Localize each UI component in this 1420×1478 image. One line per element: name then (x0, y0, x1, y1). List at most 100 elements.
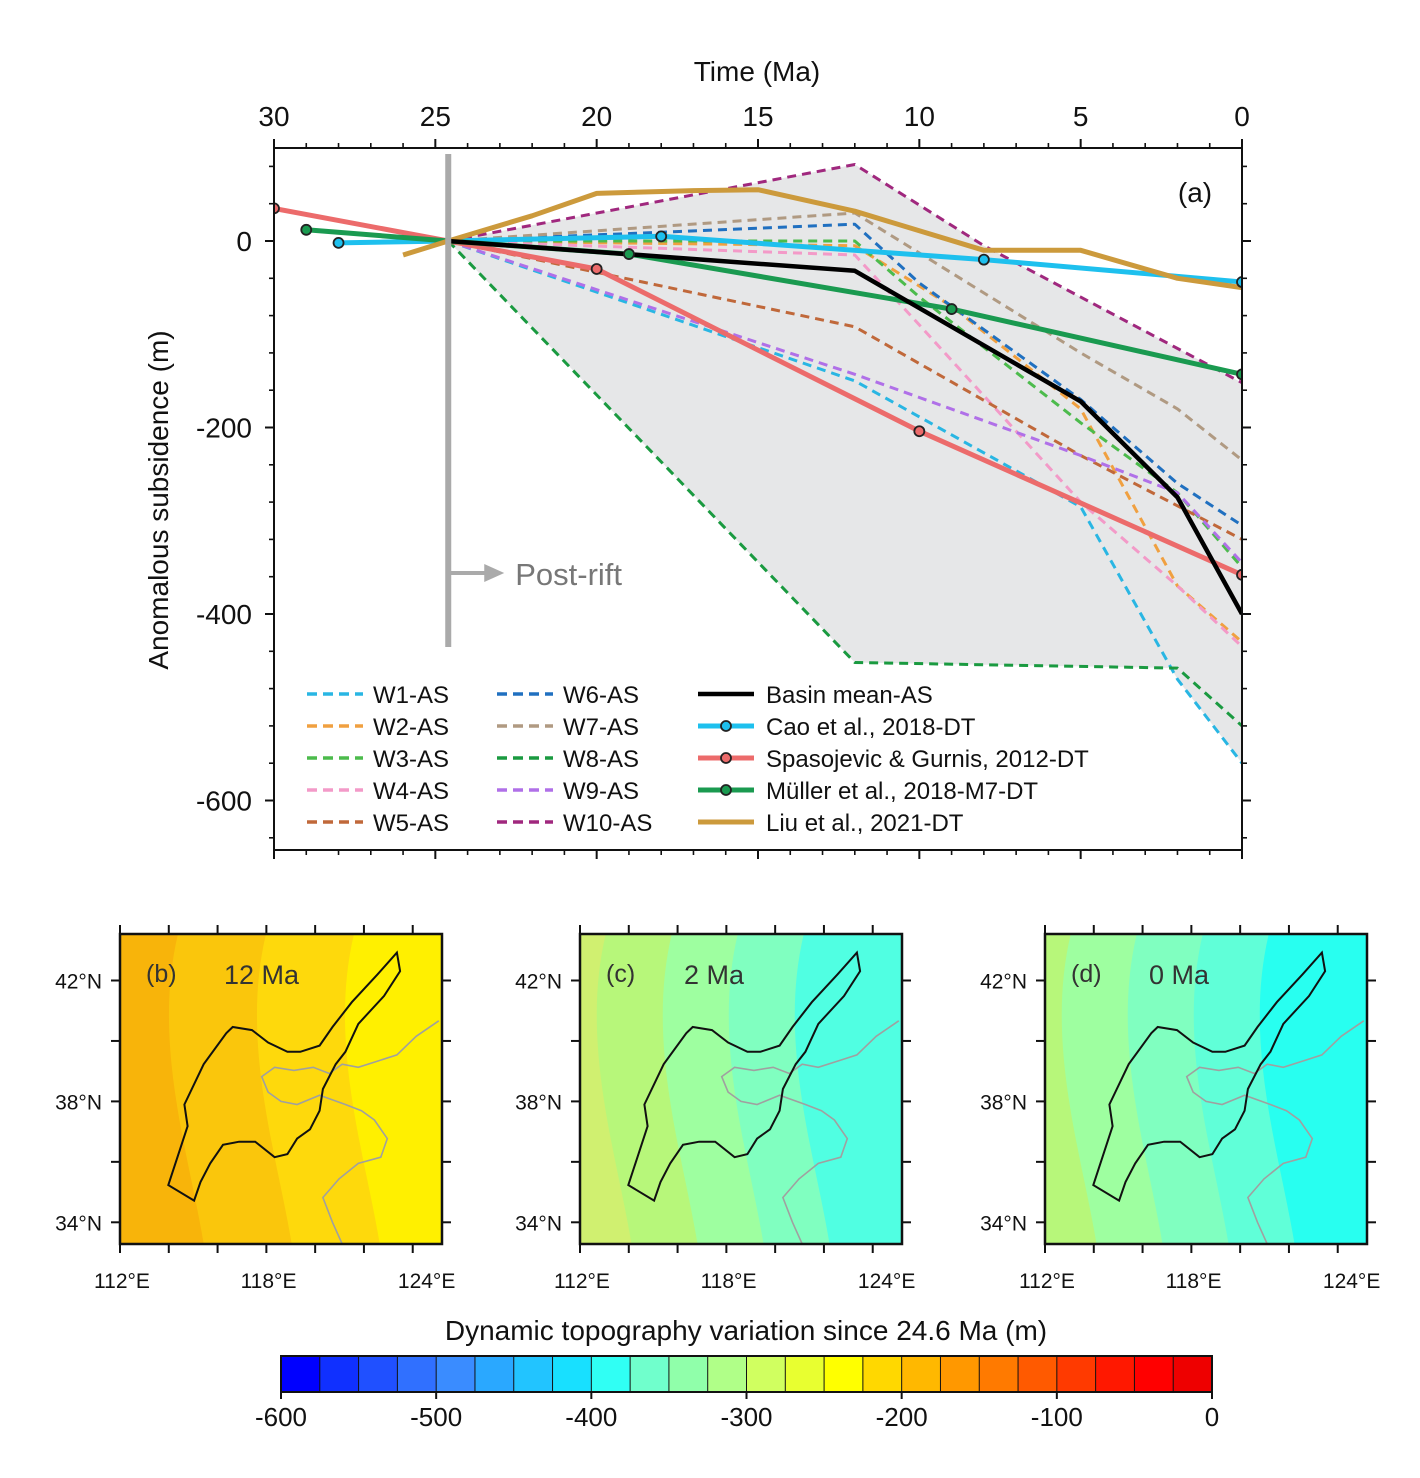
colorbar-swatch (901, 1356, 941, 1392)
colorbar-swatch (824, 1356, 864, 1392)
map-lon-label: 118°E (1166, 1270, 1222, 1293)
data-point-spasojevic-gurnis-2012-dt (1236, 568, 1242, 581)
map-field (580, 934, 902, 1244)
colorbar-swatch (1095, 1356, 1135, 1392)
colorbar-swatch (1018, 1356, 1058, 1392)
map-lon-label: 118°E (701, 1270, 757, 1293)
map-frame (578, 932, 904, 1246)
map-lon-label: 112°E (94, 1270, 150, 1293)
legend-label-w3-as: W3-AS (373, 746, 449, 773)
colorbar-tick-label: -300 (720, 1402, 772, 1432)
basin-outline (167, 950, 402, 1203)
series-line-liu-et-al-2021-dt (402, 187, 1242, 291)
panel-a: Time (Ma) Anomalous subsidence (m) 30 25 2… (143, 56, 1251, 859)
colorbar-swatch (746, 1356, 786, 1392)
legend-label-w8-as: W8-AS (563, 746, 639, 773)
x-tick-label: 15 (742, 101, 773, 132)
colorbar-swatch (281, 1356, 321, 1392)
data-point-m-ller-et-al-2018-m7-dt (623, 248, 635, 260)
series-layer (274, 163, 1242, 765)
legend-label-basin-mean-as: Basin mean-AS (766, 682, 933, 709)
data-point-cao-et-al-2018-dt (977, 253, 990, 266)
legend-label-w4-as: W4-AS (373, 778, 449, 805)
map-panel-d: 42°N 38°N 34°N 112°E 118°E 124°E (d) 0 Ma (980, 925, 1380, 1293)
map-lon-label: 124°E (398, 1270, 455, 1293)
legend-label-liu-et-al-2021-dt: Liu et al., 2021-DT (766, 810, 964, 837)
x-tick-label: 25 (420, 101, 451, 132)
colorbar-title: Dynamic topography variation since 24.6 … (445, 1315, 1047, 1346)
colorbar-swatch (630, 1356, 670, 1392)
map-time-label: 2 Ma (684, 960, 745, 990)
colorbar-tick-label: -100 (1031, 1402, 1083, 1432)
y-tick-label: -600 (196, 786, 252, 817)
legend-label-w7-as: W7-AS (563, 714, 639, 741)
colorbar: Dynamic topography variation since 24.6 … (255, 1315, 1219, 1432)
map-lat-label: 34°N (980, 1212, 1027, 1235)
post-rift-label: Post-rift (515, 557, 622, 592)
map-lon-label: 118°E (241, 1270, 297, 1293)
map-panel-label: (d) (1071, 960, 1102, 988)
x-tick-label: 0 (1234, 101, 1250, 132)
y-tick-labels: 0 -200 -400 -600 (196, 226, 252, 817)
tick-marks (265, 139, 1251, 859)
map-lat-label: 38°N (55, 1091, 102, 1114)
colorbar-swatch (862, 1356, 903, 1392)
colorbar-swatch (436, 1356, 476, 1392)
map-lon-label: 124°E (858, 1270, 915, 1293)
coastline (720, 1020, 900, 1244)
data-point-cao-et-al-2018-dt (1236, 276, 1242, 288)
series-line-w6-as (448, 222, 1242, 527)
map-lat-label: 38°N (980, 1091, 1027, 1114)
x-tick-label: 10 (904, 101, 935, 132)
colorbar-swatch (979, 1356, 1019, 1392)
data-point-cao-et-al-2018-dt (332, 236, 345, 249)
map-contour-band (1259, 934, 1367, 1244)
map-lat-label: 34°N (515, 1212, 562, 1235)
legend-label-w2-as: W2-AS (373, 714, 449, 741)
coastline (1185, 1020, 1365, 1244)
legend-marker-m-ller-et-al-2018-m7-dt (720, 784, 732, 796)
data-point-spasojevic-gurnis-2012-dt (590, 263, 603, 275)
map-panel-label: (c) (606, 960, 635, 988)
legend-label-m-ller-et-al-2018-m7-dt: Müller et al., 2018-M7-DT (766, 778, 1038, 805)
map-lon-label: 124°E (1323, 1270, 1380, 1293)
legend-marker-cao-et-al-2018-dt (720, 720, 732, 732)
map-time-label: 0 Ma (1149, 960, 1210, 990)
legend-label-w6-as: W6-AS (563, 682, 639, 709)
colorbar-tick-label: -500 (410, 1402, 462, 1432)
map-frame (118, 932, 444, 1246)
colorbar-swatch (668, 1356, 709, 1392)
map-time-label: 12 Ma (224, 960, 300, 990)
map-lat-label: 42°N (980, 971, 1027, 994)
colorbar-swatch (397, 1356, 437, 1392)
basin-outline (1092, 950, 1327, 1203)
map-lat-label: 38°N (515, 1091, 562, 1114)
map-contour-band (794, 934, 902, 1244)
map-lat-label: 34°N (55, 1212, 102, 1235)
colorbar-swatch (1173, 1356, 1213, 1392)
series-line-w4-as (448, 239, 1242, 648)
arrow-head (484, 564, 505, 582)
colorbar-tick-label: -200 (876, 1402, 928, 1432)
y-tick-label: -200 (196, 413, 252, 444)
map-lon-label: 112°E (1019, 1270, 1075, 1293)
series-line-w1-as (447, 239, 1242, 765)
map-lat-label: 42°N (55, 971, 102, 994)
map-panels: 42°N 38°N 34°N 112°E 118°E 124°E (b) 12 Ma 42°N 3… (55, 925, 1380, 1293)
data-point-spasojevic-gurnis-2012-dt (913, 425, 926, 438)
data-point-m-ller-et-al-2018-m7-dt (300, 223, 313, 236)
colorbar-swatch (1056, 1356, 1097, 1392)
series-line-w7-as (448, 211, 1242, 462)
colorbar-swatch (940, 1356, 980, 1392)
colorbar-swatch (319, 1356, 360, 1392)
y-tick-label: 0 (236, 226, 252, 257)
x-axis-title: Time (Ma) (694, 56, 821, 87)
y-tick-label: -400 (196, 599, 252, 630)
colorbar-swatch (552, 1356, 592, 1392)
basin-outline (627, 950, 862, 1203)
map-lon-label: 112°E (554, 1270, 610, 1293)
series-line-w8-as (447, 239, 1242, 728)
map-panel-c: 42°N 38°N 34°N 112°E 118°E 124°E (c) 2 Ma (515, 925, 915, 1293)
colorbar-tick-label: -400 (565, 1402, 617, 1432)
